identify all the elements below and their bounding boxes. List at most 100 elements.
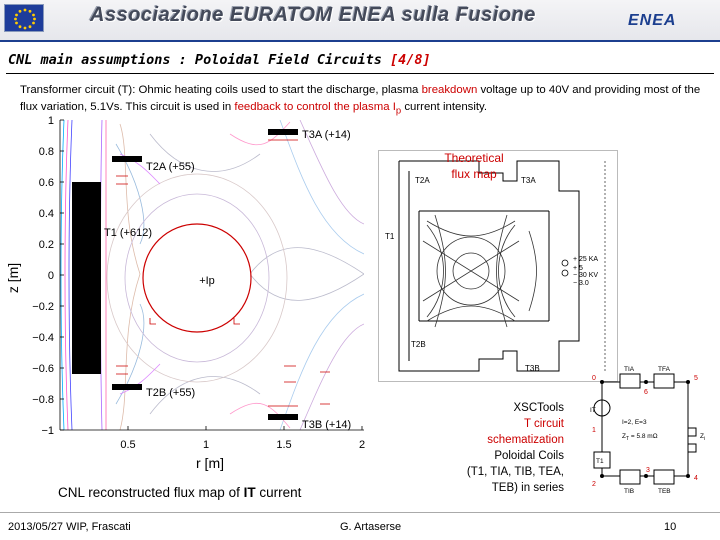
page-number: 10 <box>664 521 677 533</box>
intro-breakdown: breakdown <box>421 84 478 96</box>
title-divider <box>6 73 714 74</box>
label-teb: TEB <box>658 488 671 495</box>
intro-text-2: voltage up to 40V and providing most of … <box>20 84 701 113</box>
zt-sub: T <box>626 436 629 442</box>
label-params: I=2, E=3 <box>622 419 647 426</box>
zi-symbol: Z <box>700 433 704 440</box>
label-tia: TIA <box>624 366 635 373</box>
y-tick: −0.4 <box>32 332 54 344</box>
intro-text-1: Transformer circuit (T): Ohmic heating c… <box>20 84 422 96</box>
intro-text-3: current intensity. <box>401 101 488 113</box>
theo-label-t3b: T3B <box>525 364 540 373</box>
label-zi: Zi <box>700 433 705 442</box>
footer-divider <box>0 512 720 513</box>
theo-legend-minus2: − 3.0 <box>573 280 589 287</box>
y-tick: 0.2 <box>39 239 54 251</box>
xsc-line-1: XSCTools <box>513 402 565 414</box>
plasma-label: +Ip <box>199 275 215 287</box>
coil-t3a <box>268 129 298 135</box>
theo-legend-plus2: + 5 <box>573 265 583 272</box>
circuit-coils <box>593 373 675 485</box>
theo-label-t1: T1 <box>385 232 395 241</box>
y-tick-labels: 1 0.8 0.6 0.4 0.2 0 −0.2 −0.4 −0.6 −0.8 … <box>32 115 54 437</box>
y-tick: −0.8 <box>32 394 54 406</box>
plasma-boundary <box>142 223 252 333</box>
x-tick: 0.5 <box>120 439 135 451</box>
y-tick: −0.6 <box>32 363 54 375</box>
theo-label-t3a: T3A <box>521 176 536 185</box>
y-tick: 0.8 <box>39 146 54 158</box>
label-t1: T1 <box>596 458 604 465</box>
intro-feedback-sub: p <box>395 105 402 117</box>
node-0: 0 <box>592 375 596 382</box>
theo-label-t2b: T2B <box>411 340 426 349</box>
footer-author: G. Artaserse <box>340 521 402 533</box>
theoretical-flux-label: Theoretical flux map <box>444 151 504 181</box>
x-tick: 2 <box>359 439 365 451</box>
flux-map-plot: +Ip T3A (+14) T2A (+55) T1 (+612) T2B (+… <box>5 115 365 471</box>
coil-label-t2a: T2A (+55) <box>146 161 195 173</box>
node-6: 6 <box>644 389 648 396</box>
slide-title: CNL main assumptions : Poloidal Field Ci… <box>8 52 431 68</box>
header-banner: Associazione EURATOM ENEA sulla Fusione … <box>0 0 720 40</box>
flux-contours <box>60 120 364 430</box>
label-it: IT <box>590 407 596 414</box>
xsc-line-4: Poloidal Coils <box>494 450 564 462</box>
label-tib: TIB <box>624 488 634 495</box>
coil-label-t1: T1 (+612) <box>104 227 152 239</box>
coil-label-t3b: T3B (+14) <box>302 419 351 431</box>
y-tick: 0.4 <box>39 208 54 220</box>
y-tick: −1 <box>41 425 54 437</box>
circuit-labels: TIA TFA IT T1 TIB TEB I=2, E=3 ZT = 5.8 … <box>590 366 705 495</box>
intro-feedback-text: feedback to control the plasma I <box>234 101 396 113</box>
caption-text-1: CNL reconstructed flux map of <box>58 485 244 500</box>
y-tick: −0.2 <box>32 301 54 313</box>
t-circuit-schematic: 0 6 5 1 2 3 4 TIA TFA IT T1 TIB TEB I=2,… <box>590 366 705 495</box>
theoretical-flux-drawing: T2A T3A T1 T2B T3B + 25 KA + 5 − 30 KV −… <box>385 160 606 373</box>
coil-t2a <box>112 156 142 162</box>
y-tick: 1 <box>48 115 54 127</box>
intro-feedback: feedback to control the plasma Ip <box>234 101 402 117</box>
zt-symbol: Z <box>622 433 626 440</box>
y-tick: 0.6 <box>39 177 54 189</box>
label-tfa: TFA <box>658 366 671 373</box>
passive-structures <box>116 139 330 407</box>
coil-t3b <box>268 414 298 420</box>
circuit-node-numbers: 0 6 5 1 2 3 4 <box>592 375 698 488</box>
label-zt: ZT = 5.8 mΩ <box>622 433 658 442</box>
xsc-line-3: schematization <box>487 434 564 446</box>
intro-paragraph: Transformer circuit (T): Ohmic heating c… <box>20 82 710 119</box>
xsc-line-6: TEB) in series <box>491 482 564 494</box>
x-axis-label: r [m] <box>196 455 224 471</box>
coil-t2b <box>112 384 142 390</box>
xsc-line-5: (T1, TIA, TIB, TEA, <box>466 466 564 478</box>
footer-date: 2013/05/27 WIP, Frascati <box>8 521 131 533</box>
enea-logo: ENEA <box>628 12 677 29</box>
y-axis-label: z [m] <box>5 263 21 293</box>
x-tick: 1 <box>203 439 209 451</box>
theoretical-field-lines <box>422 214 537 328</box>
theoretical-flux-map: T2A T3A T1 T2B T3B + 25 KA + 5 − 30 KV −… <box>378 150 618 382</box>
x-tick: 1.5 <box>276 439 291 451</box>
xsc-line-2: T circuit <box>523 418 564 430</box>
header-title: Associazione EURATOM ENEA sulla Fusione <box>90 4 536 26</box>
node-1: 1 <box>592 427 596 434</box>
coil-label-t3a: T3A (+14) <box>302 129 351 141</box>
slide-title-number: [4/8] <box>390 52 431 68</box>
eu-flag-icon <box>4 4 44 32</box>
plot-axes <box>59 119 364 431</box>
zi-sub: i <box>704 436 705 442</box>
node-5: 5 <box>694 375 698 382</box>
x-tick-labels: 0.5 1 1.5 2 <box>120 439 365 451</box>
header-divider <box>0 40 720 42</box>
theo-legend-minus: − 30 KV <box>573 272 598 279</box>
caption-text-2: current <box>255 485 302 500</box>
theoretical-vessel <box>398 160 580 372</box>
node-4: 4 <box>694 475 698 482</box>
theo-label-t2a: T2A <box>415 176 430 185</box>
theoretical-legend-symbols <box>561 259 569 277</box>
xsc-description: XSCTools T circuit schematization Poloid… <box>452 400 564 496</box>
node-2: 2 <box>592 481 596 488</box>
y-tick: 0 <box>48 270 54 282</box>
flux-map-caption: CNL reconstructed flux map of IT current <box>58 485 301 500</box>
